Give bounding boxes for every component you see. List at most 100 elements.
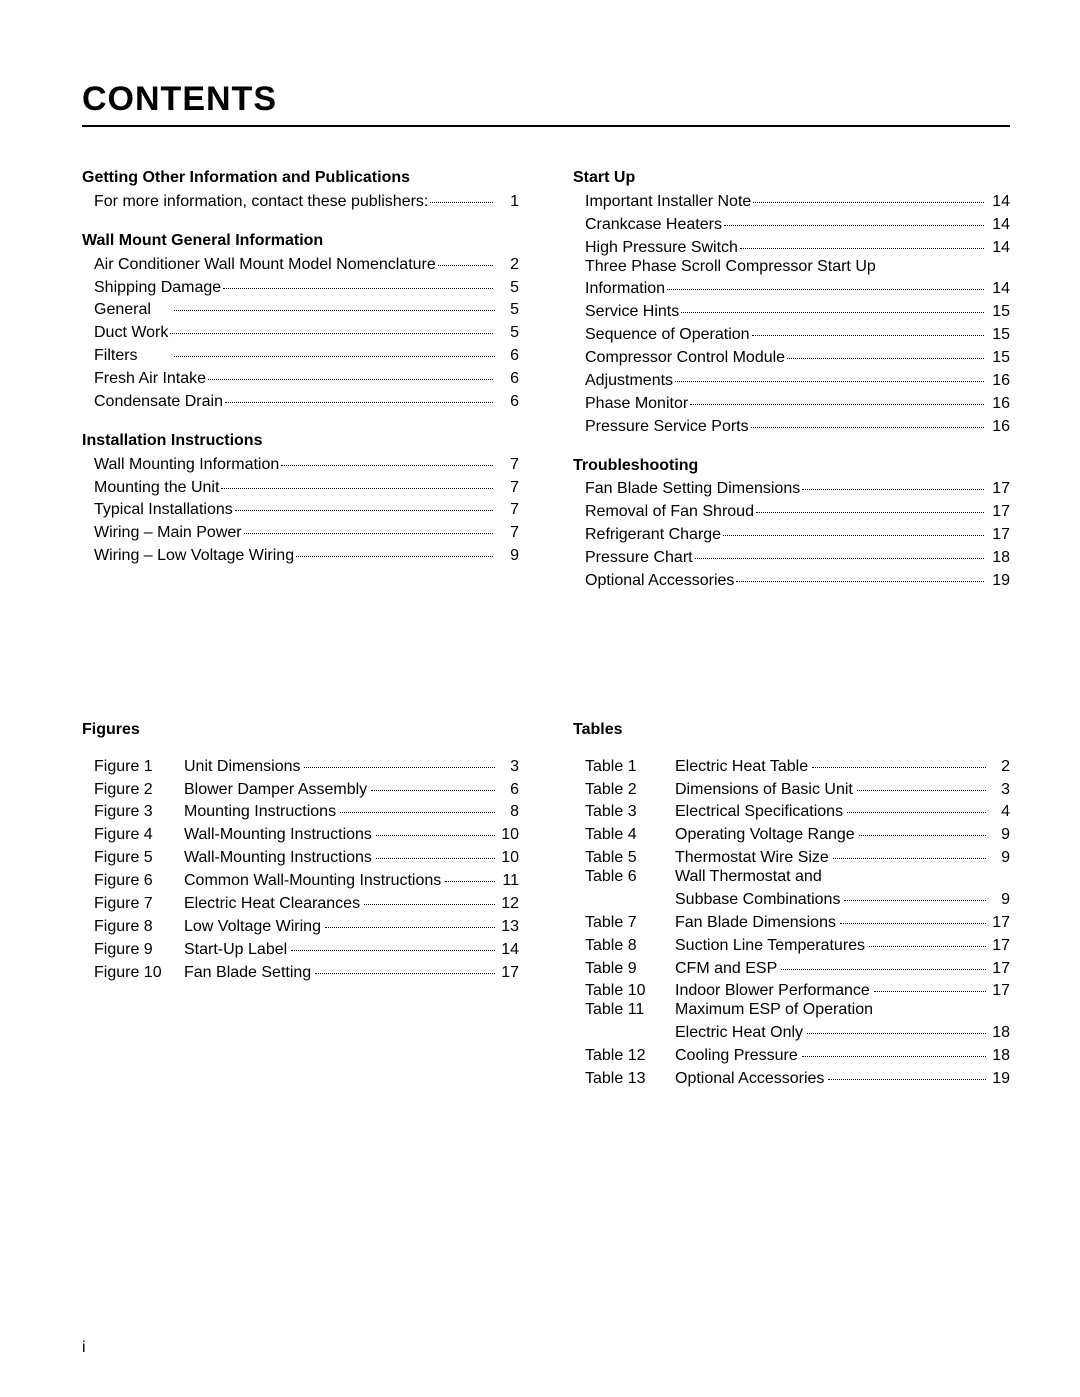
toc-page-number: 1 (495, 193, 519, 212)
toc-leader-dots (376, 819, 495, 836)
figures-column: FiguresFigure 1Unit Dimensions3Figure 2B… (82, 721, 519, 1109)
toc-page-number: 3 (497, 758, 519, 777)
toc-page-number: 6 (497, 781, 519, 800)
numbered-item-text: Electric Heat Table (675, 758, 810, 777)
toc-leader-dots (752, 319, 984, 336)
toc-page-number: 16 (986, 418, 1010, 437)
toc-item: Wiring – Low Voltage Wiring 9 (82, 543, 519, 566)
toc-leader-dots (740, 232, 984, 249)
numbered-item-label: Figure 6 (82, 872, 184, 891)
toc-item-text: Pressure Chart (573, 549, 693, 568)
toc-leader-dots (874, 975, 986, 992)
page: CONTENTS Getting Other Information and P… (0, 0, 1080, 1397)
toc-page-number: 7 (495, 524, 519, 543)
toc-item-text: Phase Monitor (573, 395, 688, 414)
numbered-item-label: Table 7 (573, 914, 675, 933)
toc-page-number: 16 (986, 372, 1010, 391)
toc-page-number: 7 (495, 456, 519, 475)
toc-page-number: 6 (495, 370, 519, 389)
toc-leader-dots (235, 494, 493, 511)
numbered-item-label: Figure 3 (82, 803, 184, 822)
numbered-item-label: Table 1 (573, 758, 675, 777)
toc-leader-dots (430, 186, 493, 203)
numbered-item-label: Table 10 (573, 982, 675, 1001)
lists-columns: FiguresFigure 1Unit Dimensions3Figure 2B… (82, 721, 1010, 1109)
toc-leader-dots (340, 796, 495, 813)
title-rule (82, 125, 1010, 127)
toc-page-number: 17 (988, 960, 1010, 979)
numbered-item-body: Fan Blade Setting17 (184, 960, 519, 983)
toc-page-number: 17 (988, 914, 1010, 933)
toc-item-text: Wiring – Low Voltage Wiring (82, 547, 294, 566)
toc-item-text: Pressure Service Ports (573, 418, 749, 437)
numbered-item-label: Figure 9 (82, 941, 184, 960)
toc-page-number: 10 (497, 849, 519, 868)
toc-leader-dots (244, 517, 493, 534)
numbered-item-body: Optional Accessories19 (675, 1066, 1010, 1089)
numbered-item-text: CFM and ESP (675, 960, 779, 979)
toc-leader-dots (787, 342, 984, 359)
toc-leader-dots (695, 542, 984, 559)
numbered-item-body: Indoor Blower Performance17 (675, 978, 1010, 1001)
numbered-item: Table 11Maximum ESP of OperationElectric… (573, 1001, 1010, 1043)
contents-columns: Getting Other Information and Publicatio… (82, 169, 1010, 611)
numbered-list: FiguresFigure 1Unit Dimensions3Figure 2B… (82, 721, 519, 983)
toc-leader-dots (756, 496, 984, 513)
numbered-item-body: Thermostat Wire Size9 (675, 845, 1010, 868)
numbered-item: Table 10Indoor Blower Performance17 (573, 978, 1010, 1001)
toc-item-text: Typical Installations (82, 501, 233, 520)
toc-leader-dots (753, 186, 984, 203)
toc-page-number: 15 (986, 303, 1010, 322)
toc-page-number: 17 (986, 480, 1010, 499)
toc-page-number: 6 (495, 393, 519, 412)
toc-item-text: Service Hints (573, 303, 679, 322)
numbered-item-text: Dimensions of Basic Unit (675, 781, 855, 800)
toc-leader-dots (736, 565, 984, 582)
toc-item-text: Wiring – Main Power (82, 524, 242, 543)
toc-page-number: 10 (497, 826, 519, 845)
toc-page-number: 15 (986, 349, 1010, 368)
toc-item-text: High Pressure Switch (573, 239, 738, 258)
toc-page-number: 9 (495, 547, 519, 566)
toc-leader-dots (751, 411, 984, 428)
toc-item-text: Optional Accessories (573, 572, 734, 591)
numbered-item-text: Optional Accessories (675, 1070, 826, 1089)
toc-page-number: 17 (497, 964, 519, 983)
toc-leader-dots (859, 819, 986, 836)
toc-leader-dots (675, 365, 984, 382)
toc-item-text: Filters (82, 347, 172, 366)
numbered-item-label: Table 3 (573, 803, 675, 822)
toc-page-number: 2 (988, 758, 1010, 777)
numbered-item-label: Figure 5 (82, 849, 184, 868)
toc-leader-dots (833, 842, 986, 859)
toc-leader-dots (170, 317, 493, 334)
numbered-item-text: Indoor Blower Performance (675, 982, 872, 1001)
numbered-item-label: Table 4 (573, 826, 675, 845)
numbered-item-text: Electric Heat Only (675, 1024, 805, 1043)
numbered-list-heading: Tables (573, 721, 1010, 740)
toc-page-number: 6 (497, 347, 519, 366)
toc-page-number: 14 (986, 193, 1010, 212)
toc-page-number: 5 (497, 301, 519, 320)
numbered-item-text: Cooling Pressure (675, 1047, 800, 1066)
toc-item-text: Sequence of Operation (573, 326, 750, 345)
toc-page-number: 19 (986, 572, 1010, 591)
toc-leader-dots (802, 1040, 986, 1057)
toc-item: Condensate Drain6 (82, 389, 519, 412)
numbered-item-label: Table 2 (573, 781, 675, 800)
numbered-item-text: Start-Up Label (184, 941, 289, 960)
toc-page-number: 3 (988, 781, 1010, 800)
toc-leader-dots (221, 472, 493, 489)
toc-item: For more information, contact these publ… (82, 189, 519, 212)
toc-page-number: 18 (988, 1047, 1010, 1066)
numbered-item-text: Unit Dimensions (184, 758, 302, 777)
toc-leader-dots (828, 1063, 986, 1080)
toc-page-number: 12 (497, 895, 519, 914)
toc-section: Installation InstructionsWall Mounting I… (82, 432, 519, 566)
toc-leader-dots (869, 930, 986, 947)
toc-item: Pressure Service Ports 16 (573, 414, 1010, 437)
toc-page-number: 9 (988, 891, 1010, 910)
toc-page-number: 8 (497, 803, 519, 822)
numbered-list: Tables Table 1Electric Heat Table 2 Table 2… (573, 721, 1010, 1089)
toc-item: Optional Accessories 19 (573, 568, 1010, 591)
